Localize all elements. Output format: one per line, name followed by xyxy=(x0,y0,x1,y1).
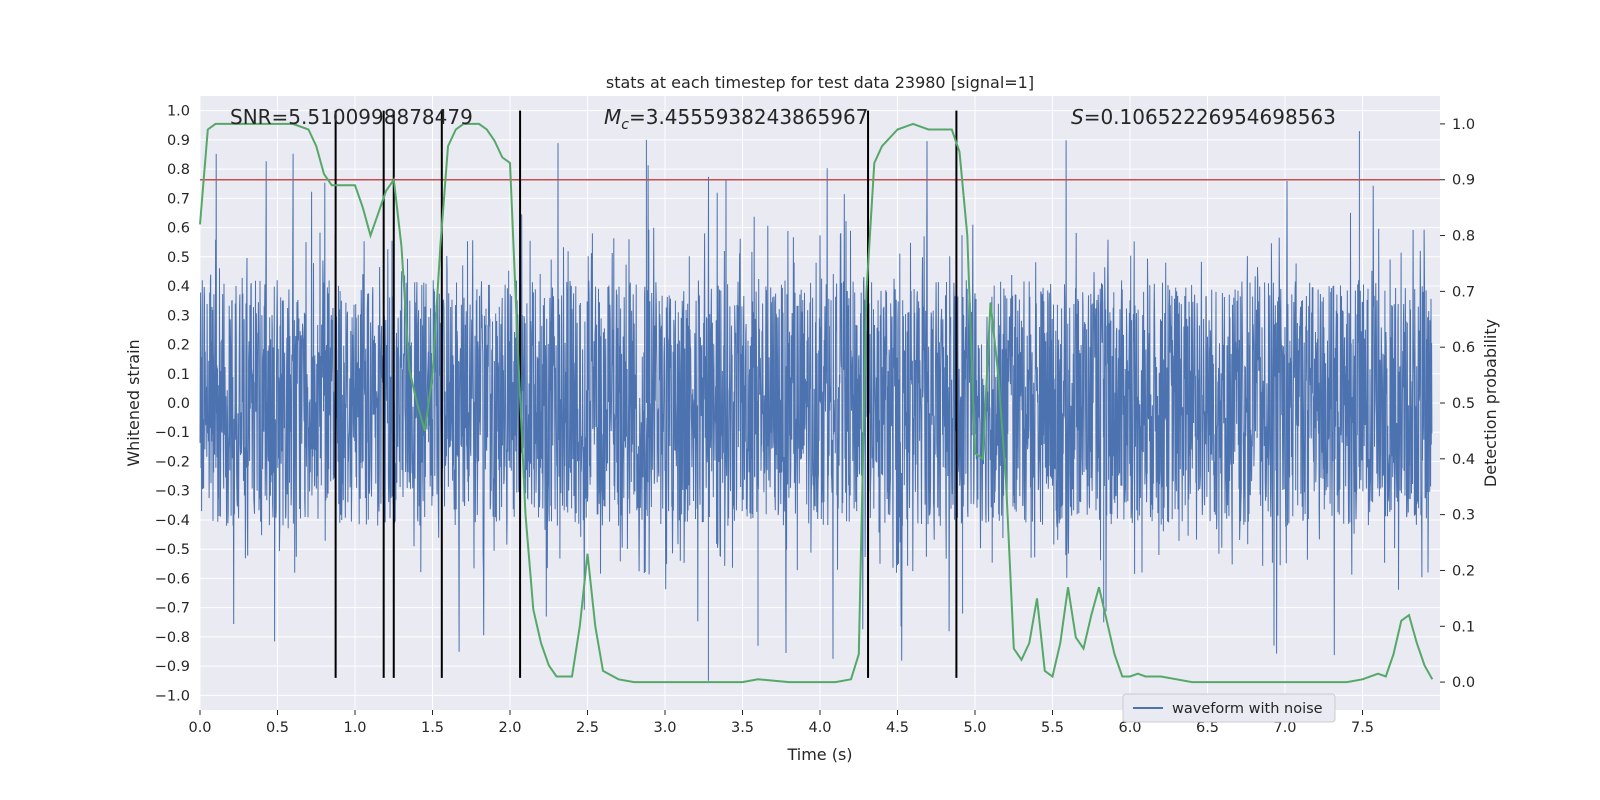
y-tick-label-right: 0.2 xyxy=(1452,563,1475,579)
probability-line xyxy=(199,122,1434,684)
y-tick-label-left: 0.7 xyxy=(167,191,190,207)
y-axis-label-right: Detection probability xyxy=(1481,319,1500,487)
s-annotation: S=0.10652226954698563 xyxy=(1071,105,1336,129)
y-tick-label-left: −0.2 xyxy=(155,454,190,470)
y-tick-label-left: −1.0 xyxy=(155,688,190,704)
s-symbol: S xyxy=(1071,105,1084,129)
chirp-mass-subscript: c xyxy=(621,117,629,133)
legend: waveform with noise xyxy=(1122,693,1336,723)
s-value: =0.10652226954698563 xyxy=(1084,105,1336,129)
y-tick-label-right: 0.9 xyxy=(1452,173,1475,189)
legend-box xyxy=(1122,693,1336,723)
x-tick-label: 4.5 xyxy=(886,720,909,736)
y-axis-label-left: Whitened strain xyxy=(124,339,143,466)
legend-label: waveform with noise xyxy=(1172,701,1323,717)
x-axis-ticks: 0.0 0.5 1.0 1.5 2.0 2.5 3.0 3.5 4.0 4.5 5.0 5.5 6.0 6… xyxy=(188,710,1374,736)
x-tick-label: 2.0 xyxy=(498,720,521,736)
y-tick-label-right: 0.7 xyxy=(1452,284,1475,300)
y-tick-label-right: 1.0 xyxy=(1452,117,1475,133)
x-tick-label: 6.0 xyxy=(1118,720,1141,736)
y-tick-label-left: 0.3 xyxy=(167,308,190,324)
x-tick-label: 1.0 xyxy=(343,720,366,736)
y-tick-label-right: 0.0 xyxy=(1452,675,1475,691)
y-tick-label-right: 0.4 xyxy=(1452,452,1475,468)
y-tick-label-right: 0.1 xyxy=(1452,619,1475,635)
y-tick-label-left: 1.0 xyxy=(167,104,190,120)
x-tick-label: 5.5 xyxy=(1041,720,1064,736)
event-markers xyxy=(334,110,958,678)
strain-line xyxy=(199,131,1433,681)
y-tick-label-right: 0.6 xyxy=(1452,340,1475,356)
y-tick-label-right: 0.5 xyxy=(1452,396,1475,412)
x-tick-label: 5.0 xyxy=(963,720,986,736)
y-axis-ticks-left: 1.0 0.9 0.8 0.7 0.6 0.5 0.4 0.3 0.2 0.1 0.0 −0.1 −0.… xyxy=(155,104,190,705)
y-tick-label-left: −0.8 xyxy=(155,630,190,646)
y-tick-label-left: −0.3 xyxy=(155,484,190,500)
snr-annotation: SNR=5.5100998878479 xyxy=(230,105,473,129)
x-tick-label: 1.5 xyxy=(421,720,444,736)
y-tick-label-right: 0.8 xyxy=(1452,229,1475,245)
y-tick-label-left: −0.6 xyxy=(155,571,190,587)
strain-series xyxy=(199,131,1433,681)
chirp-mass-symbol: M xyxy=(604,105,621,129)
x-tick-label: 0.5 xyxy=(266,720,289,736)
y-tick-label-left: −0.9 xyxy=(155,659,190,675)
probability-series xyxy=(199,122,1434,684)
y-tick-label-left: 0.1 xyxy=(167,367,190,383)
chirp-mass-value: =3.4555938243865967 xyxy=(629,105,868,129)
y-tick-label-right: 0.3 xyxy=(1452,508,1475,524)
y-tick-label-left: 0.9 xyxy=(167,133,190,149)
x-tick-label: 2.5 xyxy=(576,720,599,736)
y-tick-label-left: 0.2 xyxy=(167,338,190,354)
y-tick-label-left: −0.1 xyxy=(155,425,190,441)
x-tick-label: 7.5 xyxy=(1351,720,1374,736)
y-tick-label-left: 0.8 xyxy=(167,162,190,178)
y-tick-label-left: 0.6 xyxy=(167,221,190,237)
chirp-mass-annotation: Mc=3.4555938243865967 xyxy=(604,105,868,133)
x-tick-label: 4.0 xyxy=(808,720,831,736)
y-tick-label-left: 0.4 xyxy=(167,279,190,295)
y-tick-label-left: 0.5 xyxy=(167,250,190,266)
x-tick-label: 7.0 xyxy=(1273,720,1296,736)
y-tick-label-left: −0.4 xyxy=(155,513,190,529)
x-axis-label: Time (s) xyxy=(786,745,852,764)
y-axis-ticks-right: 1.0 0.9 0.8 0.7 0.6 0.5 0.4 0.3 0.2 0.1 0.0 xyxy=(1440,117,1475,691)
y-tick-label-left: −0.5 xyxy=(155,542,190,558)
y-tick-label-left: −0.7 xyxy=(155,601,190,617)
x-tick-label: 3.5 xyxy=(731,720,754,736)
x-tick-label: 6.5 xyxy=(1196,720,1219,736)
y-tick-label-left: 0.0 xyxy=(167,396,190,412)
x-tick-label: 0.0 xyxy=(188,720,211,736)
chart-title: stats at each timestep for test data 239… xyxy=(606,73,1034,92)
x-tick-label: 3.0 xyxy=(653,720,676,736)
